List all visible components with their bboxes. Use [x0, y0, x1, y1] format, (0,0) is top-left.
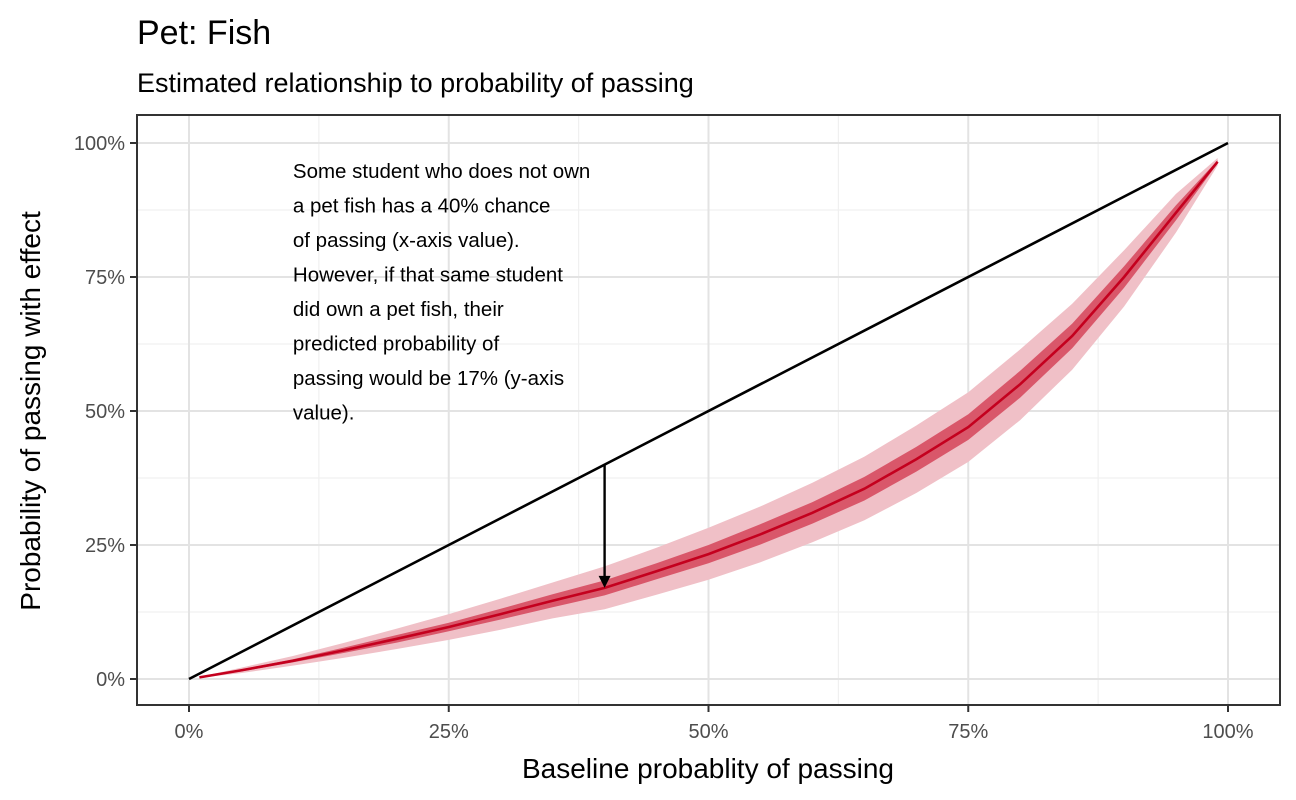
x-tick-label: 25%: [429, 721, 469, 743]
reference-line: [188, 141, 1229, 681]
annotation: Some student who does not own a pet fish …: [293, 160, 590, 425]
y-axis: 0% 25% 50% 75% 100%: [74, 133, 137, 691]
annotation-line: predicted probability of: [293, 332, 500, 355]
x-tick-label: 50%: [688, 721, 728, 743]
outer-credible-band: [199, 158, 1218, 678]
annotation-line: Some student who does not own: [293, 160, 590, 183]
x-axis: 0% 25% 50% 75% 100%: [175, 705, 1254, 743]
y-tick-label: 75%: [85, 267, 125, 289]
chart-subtitle: Estimated relationship to probability of…: [137, 68, 694, 98]
y-tick-label: 25%: [85, 535, 125, 557]
effect-curve: [199, 160, 1219, 679]
x-tick-label: 0%: [175, 721, 204, 743]
annotation-line: of passing (x-axis value).: [293, 229, 520, 252]
annotation-line: a pet fish has a 40% chance: [293, 194, 551, 217]
annotation-line: passing would be 17% (y-axis: [293, 367, 564, 390]
x-tick-label: 75%: [948, 721, 988, 743]
annotation-line: However, if that same student: [293, 263, 563, 286]
y-tick-label: 0%: [96, 669, 125, 691]
annotation-line: did own a pet fish, their: [293, 298, 504, 321]
grid: [137, 115, 1280, 705]
y-tick-label: 100%: [74, 133, 125, 155]
y-tick-label: 50%: [85, 401, 125, 423]
chart-title: Pet: Fish: [137, 14, 271, 52]
x-axis-title: Baseline probablity of passing: [522, 753, 894, 784]
y-axis-title: Probability of passing with effect: [15, 211, 46, 611]
arrow-head: [598, 575, 611, 588]
x-tick-label: 100%: [1202, 721, 1253, 743]
annotation-line: value).: [293, 401, 355, 424]
